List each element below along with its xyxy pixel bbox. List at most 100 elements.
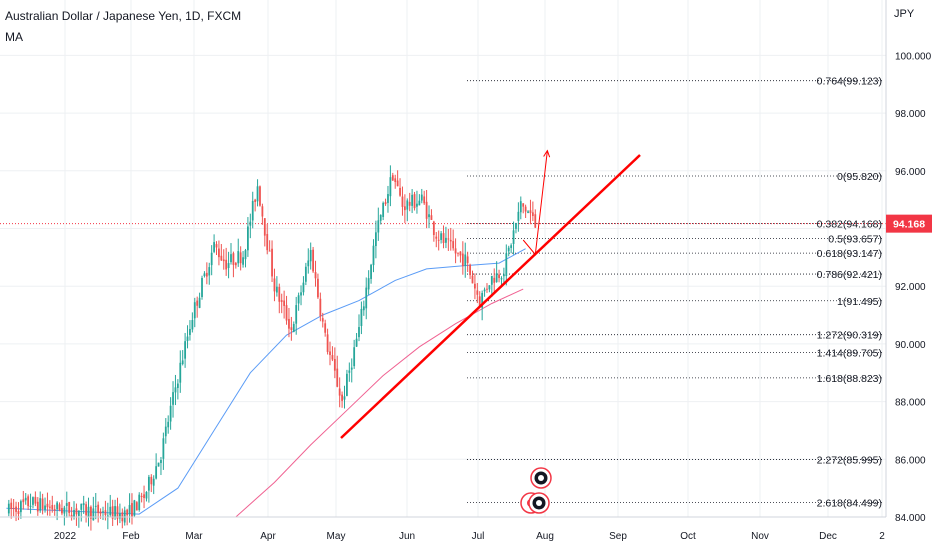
candle-body [111, 506, 114, 519]
candle-body [314, 272, 317, 279]
candle-body [297, 295, 300, 304]
event-icon [528, 492, 550, 514]
candle-body [292, 323, 295, 332]
candle-body [285, 305, 288, 321]
candle-body [377, 220, 380, 233]
y-tick-label: 86.000 [895, 455, 926, 466]
candle-body [29, 505, 32, 507]
candle-body [478, 296, 481, 307]
candle-body [333, 358, 336, 371]
candle-body [251, 200, 254, 221]
candle-body [254, 199, 257, 202]
candle-body [268, 250, 271, 252]
candle-body [160, 460, 162, 464]
candle-body [490, 276, 493, 285]
candle-body [203, 273, 206, 277]
candle-body [22, 499, 25, 503]
candle-body [123, 510, 126, 523]
candle-body [326, 334, 329, 352]
x-tick-label: May [327, 531, 346, 542]
candle-body [519, 201, 522, 213]
candle-body [53, 509, 56, 511]
candle-body [464, 254, 467, 266]
candle-body [331, 355, 334, 360]
candle-body [500, 278, 503, 280]
candle-body [239, 252, 242, 264]
candle-body [225, 259, 228, 270]
candle-body [283, 300, 286, 306]
candle-body [46, 503, 49, 508]
candle-body [343, 396, 346, 400]
candle-body [408, 201, 411, 206]
candle-body [531, 212, 534, 217]
candle-body [218, 248, 220, 258]
candle-body [273, 278, 276, 292]
candle-body [213, 242, 215, 252]
candle-body [329, 351, 331, 356]
candle-body [169, 405, 172, 422]
candle-body [126, 509, 129, 516]
candle-body [445, 237, 447, 243]
candle-body [191, 320, 194, 330]
candle-body [138, 494, 141, 510]
candle-body [77, 510, 80, 516]
candle-body [449, 239, 452, 242]
candle-body [80, 503, 83, 510]
indicator-label: MA [5, 30, 23, 44]
candle-body [418, 200, 421, 206]
x-tick-label: Jun [399, 531, 415, 542]
candle-body [176, 383, 179, 388]
ma-slow-line [235, 288, 524, 518]
candle-body [447, 238, 450, 240]
fib-level-label: 1.618(88.823) [817, 373, 882, 385]
candle-body [401, 196, 404, 207]
candle-body [198, 297, 201, 308]
candle-body [172, 392, 174, 405]
candle-body [174, 387, 177, 393]
candle-body [179, 362, 182, 383]
grid [0, 0, 886, 517]
candle-body [512, 230, 515, 244]
x-tick-label: Feb [122, 531, 140, 542]
fib-levels: 0.764(99.123) 0(95.820) 0.382(94.168) 0.5(9… [0, 76, 886, 510]
candle-body [266, 234, 269, 251]
candle-body [483, 289, 486, 292]
candle-body [350, 367, 353, 370]
candle-body [474, 283, 476, 289]
candle-body [145, 491, 148, 499]
candles [7, 165, 537, 531]
candle-body [65, 503, 68, 506]
candle-body [36, 501, 39, 512]
fib-level-label: 2.618(84.499) [817, 498, 882, 510]
candle-body [12, 507, 15, 509]
candle-body [476, 290, 479, 295]
candle-body [63, 507, 66, 514]
candle-body [391, 175, 394, 181]
candle-body [346, 373, 348, 396]
drawings [340, 149, 641, 514]
candle-body [336, 368, 339, 387]
candle-body [147, 476, 150, 491]
candle-body [437, 239, 440, 241]
fib-level-label: 0.764(99.123) [817, 76, 882, 88]
candle-body [58, 504, 61, 511]
candle-body [275, 286, 278, 293]
candle-body [423, 196, 426, 204]
candle-body [152, 478, 155, 486]
candle-body [119, 513, 121, 519]
candle-body [184, 341, 187, 359]
candle-body [143, 494, 145, 499]
candle-body [413, 194, 416, 209]
candle-body [92, 508, 95, 521]
candle-body [278, 286, 281, 302]
fib-level-label: 0(95.820) [837, 171, 882, 183]
candle-body [51, 505, 54, 510]
candle-body [70, 514, 73, 518]
candle-body [19, 501, 22, 513]
candle-body [24, 497, 27, 501]
candle-body [372, 245, 375, 266]
candle-body [507, 247, 510, 252]
candle-body [387, 194, 389, 203]
candle-body [309, 249, 312, 262]
